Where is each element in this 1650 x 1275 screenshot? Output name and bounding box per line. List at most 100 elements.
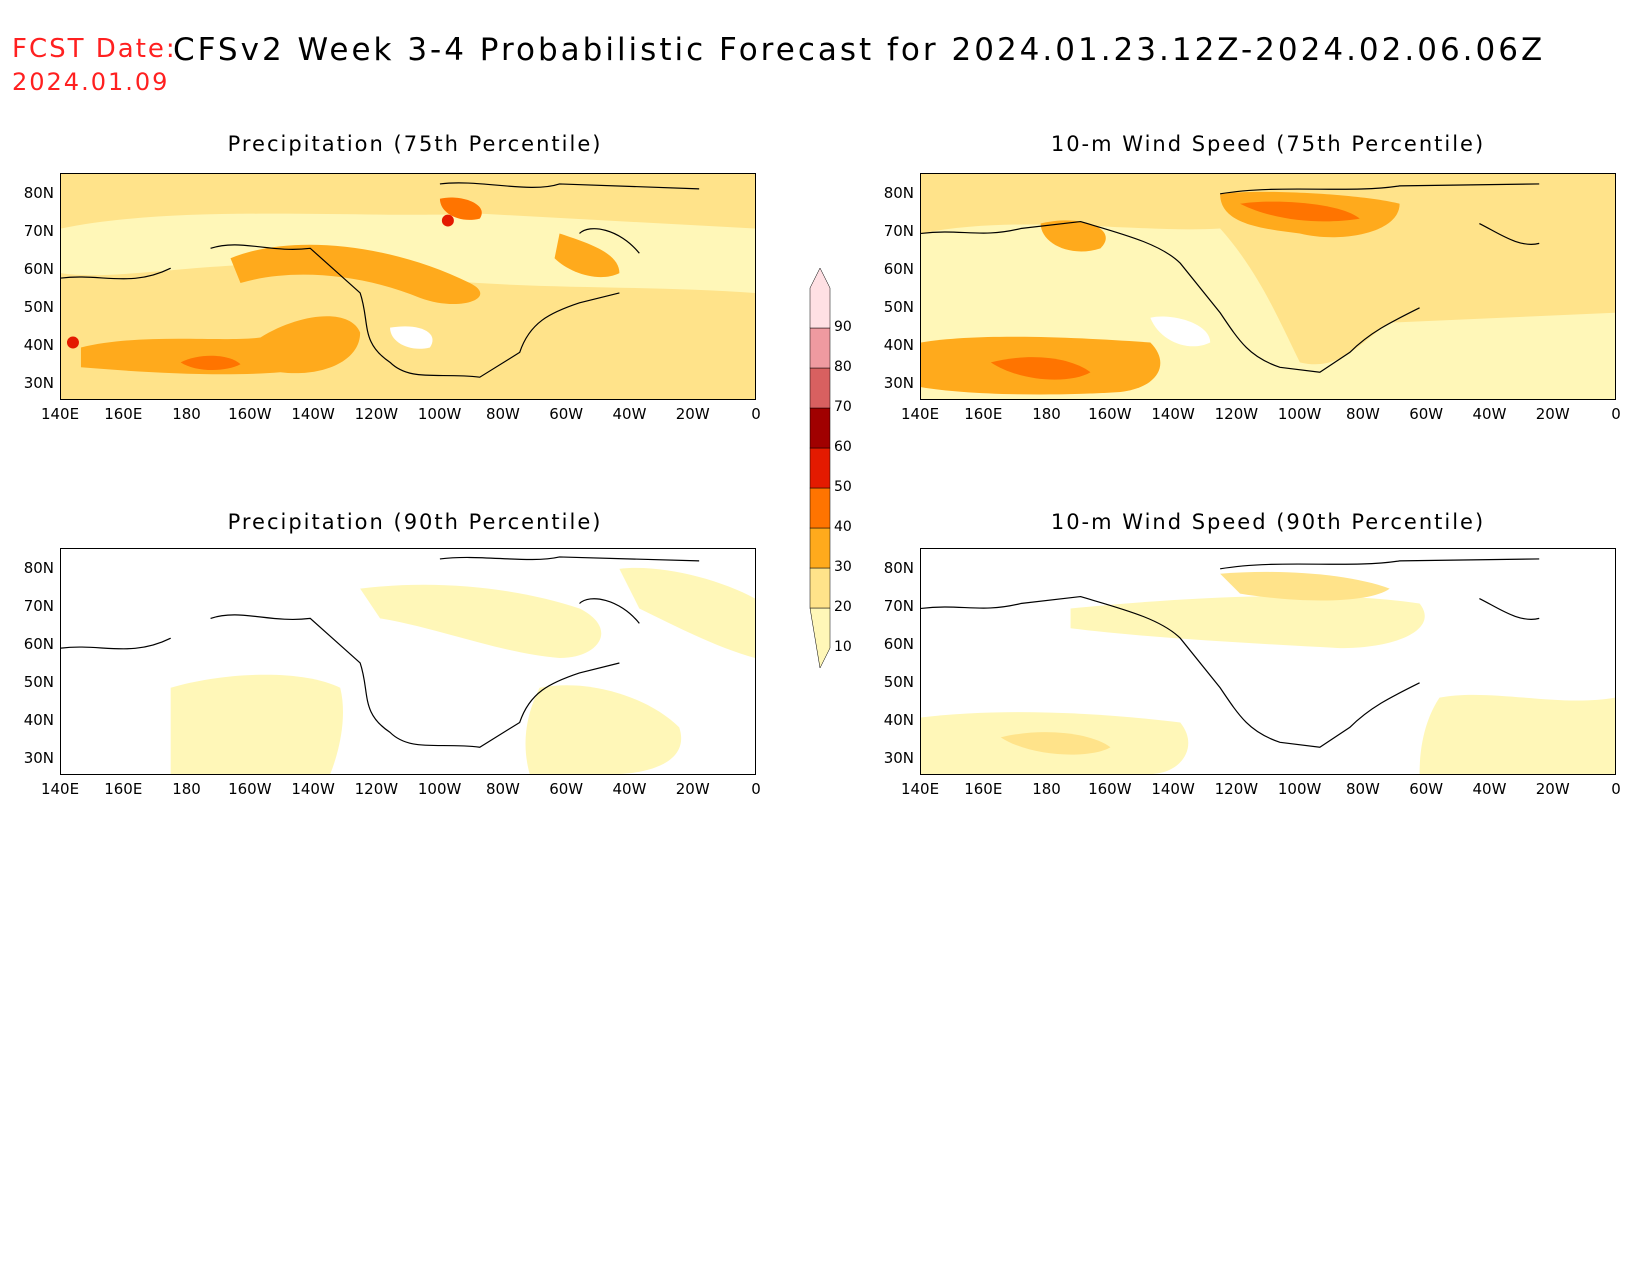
lat-tick-label: 30N [883,749,914,767]
map-wind-90-plot [921,549,1615,774]
lon-tick-label: 160E [964,780,1003,798]
lon-tick-label: 60W [549,405,584,423]
map-precip-90-plot [61,549,755,774]
lat-tick-label: 50N [883,298,914,316]
lon-tick-label: 40W [1472,780,1507,798]
panel-title-precip-75: Precipitation (75th Percentile) [227,132,603,156]
lon-tick-label: 20W [1535,780,1570,798]
panel-title-wind-90: 10-m Wind Speed (90th Percentile) [1050,510,1486,534]
lat-tick-label: 60N [883,260,914,278]
colorbar-level-label: 80 [834,359,852,375]
lon-tick-label: 140E [900,405,940,423]
colorbar-level-label: 60 [834,439,852,455]
lat-tick-label: 50N [883,673,914,691]
lon-tick-label: 80W [1345,405,1380,423]
lon-tick-label: 40W [1472,405,1507,423]
map-precip-75-plot [61,174,755,399]
lon-tick-label: 120W [354,780,399,798]
lon-tick-label: 140E [40,780,80,798]
lon-tick-label: 100W [1277,780,1322,798]
lon-tick-label: 0 [1611,780,1621,798]
map-wind-90 [920,548,1616,775]
lon-tick-label: 160W [1088,405,1132,423]
lon-tick-label: 120W [1214,780,1259,798]
lon-tick-label: 180 [1032,780,1061,798]
lat-tick-label: 30N [23,749,54,767]
colorbar-swatch [809,407,831,449]
lon-tick-label: 60W [1409,405,1444,423]
colorbar-level-label: 40 [834,519,852,535]
panel-title-wind-75: 10-m Wind Speed (75th Percentile) [1050,132,1486,156]
page-title: CFSv2 Week 3-4 Probabilistic Forecast fo… [173,32,1546,68]
lat-tick-label: 80N [23,559,54,577]
lon-tick-label: 40W [612,780,647,798]
lon-tick-label: 100W [417,780,462,798]
lon-tick-label: 140W [291,780,335,798]
lat-tick-label: 80N [883,559,914,577]
lon-tick-label: 120W [1214,405,1259,423]
lon-tick-label: 80W [1345,780,1380,798]
lat-tick-label: 40N [23,711,54,729]
fcst-date-value: 2024.01.09 [12,68,170,96]
colorbar-level-label: 90 [834,319,852,335]
lon-tick-label: 60W [549,780,584,798]
lon-tick-label: 140W [1151,405,1195,423]
lon-tick-label: 0 [751,405,761,423]
lon-tick-label: 140W [291,405,335,423]
lon-tick-label: 140E [900,780,940,798]
colorbar-level-label: 70 [834,399,852,415]
map-wind-75 [920,173,1616,400]
lon-tick-label: 60W [1409,780,1444,798]
lon-tick-label: 80W [485,405,520,423]
lon-tick-label: 20W [675,780,710,798]
lat-tick-label: 80N [23,184,54,202]
lon-tick-label: 20W [675,405,710,423]
colorbar-swatch [809,268,831,329]
lon-tick-label: 140E [40,405,80,423]
lat-tick-label: 30N [883,374,914,392]
lat-tick-label: 40N [883,711,914,729]
lon-tick-label: 100W [1277,405,1322,423]
lat-tick-label: 60N [23,635,54,653]
lat-tick-label: 40N [883,336,914,354]
lat-tick-label: 70N [883,222,914,240]
lon-tick-label: 160E [964,405,1003,423]
lon-tick-label: 160W [1088,780,1132,798]
map-wind-75-plot [921,174,1615,399]
lon-tick-label: 140W [1151,780,1195,798]
colorbar-swatch [809,367,831,409]
lon-tick-label: 0 [1611,405,1621,423]
lat-tick-label: 50N [23,673,54,691]
lon-tick-label: 20W [1535,405,1570,423]
lon-tick-label: 160E [104,780,143,798]
lon-tick-label: 180 [1032,405,1061,423]
colorbar-level-label: 10 [834,639,852,655]
lat-tick-label: 70N [23,597,54,615]
map-precip-90 [60,548,756,775]
colorbar-level-label: 50 [834,479,852,495]
lat-tick-label: 60N [23,260,54,278]
lon-tick-label: 100W [417,405,462,423]
lon-tick-label: 40W [612,405,647,423]
lon-tick-label: 160W [228,780,272,798]
colorbar-swatch [809,447,831,489]
colorbar-level-label: 20 [834,599,852,615]
panel-title-precip-90: Precipitation (90th Percentile) [227,510,603,534]
lon-tick-label: 0 [751,780,761,798]
colorbar-swatch [809,567,831,609]
lat-tick-label: 70N [23,222,54,240]
lat-tick-label: 70N [883,597,914,615]
lon-tick-label: 160E [104,405,143,423]
colorbar-swatch [809,327,831,369]
lon-tick-label: 160W [228,405,272,423]
colorbar-swatch [809,527,831,569]
colorbar-swatch [809,607,831,669]
map-precip-75 [60,173,756,400]
lat-tick-label: 50N [23,298,54,316]
lon-tick-label: 120W [354,405,399,423]
lon-tick-label: 180 [172,405,201,423]
lat-tick-label: 80N [883,184,914,202]
lat-tick-label: 60N [883,635,914,653]
fcst-date-label: FCST Date: [12,34,177,64]
lat-tick-label: 30N [23,374,54,392]
